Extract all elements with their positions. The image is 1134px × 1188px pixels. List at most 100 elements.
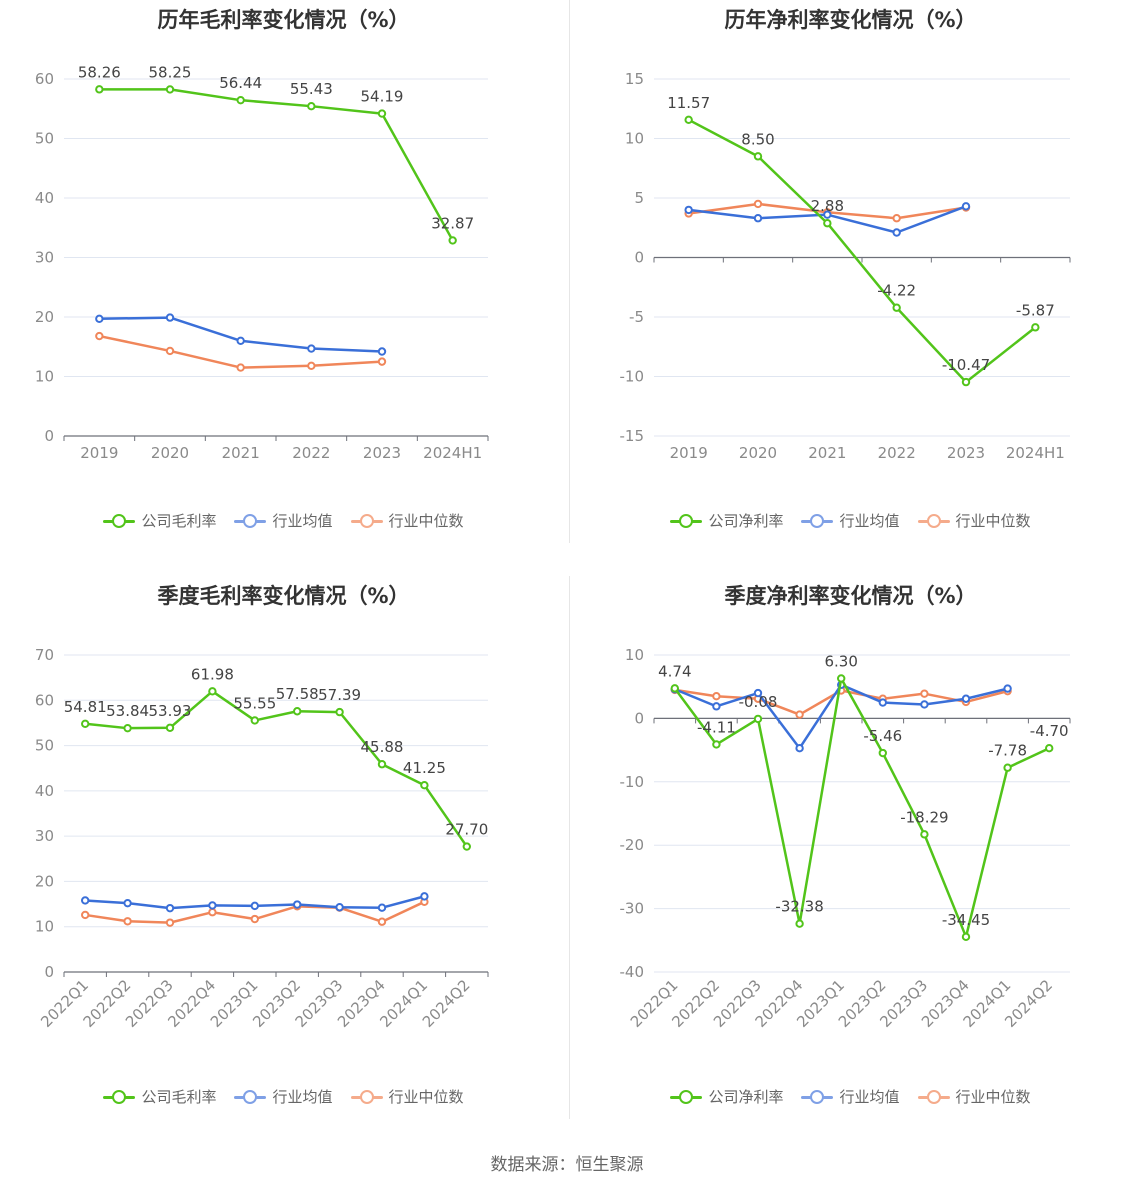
data-label: 57.39	[318, 686, 361, 704]
data-point-company	[293, 707, 302, 716]
x-tick-label: 2019	[80, 444, 118, 462]
chart-plot: 0 10 20 30 40 50 60 2019 2020 2021 2022 2023 2024H1 5…	[35, 63, 489, 462]
data-point-company	[684, 115, 693, 125]
legend-label: 公司毛利率	[141, 1088, 217, 1106]
data-point-industry-average	[961, 694, 971, 703]
legend-label: 公司净利率	[708, 1088, 784, 1106]
data-point-company	[1003, 763, 1012, 772]
data-label: 6.30	[824, 652, 857, 670]
legend-label: 行业均值	[272, 512, 333, 530]
legend-label: 公司毛利率	[141, 512, 217, 530]
legend-item-industry-average[interactable]: 行业均值	[234, 510, 333, 531]
y-tick-label: 0	[44, 427, 54, 445]
legend-item-industry-median[interactable]: 行业中位数	[350, 510, 464, 531]
data-point-company	[1031, 323, 1040, 332]
legend-marker-icon	[234, 1089, 267, 1104]
data-label: 27.70	[445, 821, 488, 839]
legend-item-company[interactable]: 公司毛利率	[103, 510, 216, 531]
data-point-industry-median	[208, 908, 217, 917]
data-point-industry-median	[795, 710, 804, 719]
legend-item-company[interactable]: 公司净利率	[670, 510, 783, 531]
y-tick-label: 20	[35, 872, 54, 890]
legend-item-company[interactable]: 公司毛利率	[103, 1086, 216, 1107]
chart-legend: 公司净利率 行业均值 行业中位数	[567, 510, 1134, 531]
data-label: 53.84	[106, 702, 149, 720]
series-line-company	[673, 677, 1050, 939]
x-tick-label: 2024H1	[1006, 444, 1065, 462]
x-tick-label: 2019	[670, 444, 708, 462]
data-point-company	[236, 95, 245, 105]
chart-legend: 公司毛利率 行业均值 行业中位数	[0, 1086, 567, 1107]
y-tick-label: 50	[35, 130, 54, 148]
chart-title: 季度净利率变化情况（%）	[724, 584, 977, 608]
data-label: -4.70	[1030, 722, 1069, 740]
data-point-industry-average	[878, 698, 887, 707]
y-tick-label: 20	[35, 308, 54, 326]
data-point-industry-average	[208, 901, 217, 910]
legend-item-company[interactable]: 公司净利率	[670, 1086, 783, 1107]
data-point-industry-average	[236, 336, 245, 345]
panel-divider	[569, 576, 570, 1119]
data-point-industry-median	[236, 363, 245, 372]
data-point-industry-average	[165, 903, 175, 913]
data-point-company	[377, 760, 387, 769]
legend-marker-icon	[917, 513, 950, 528]
data-point-industry-average	[377, 347, 387, 356]
data-point-industry-median	[753, 199, 763, 209]
data-point-company	[892, 303, 901, 312]
data-label: 45.88	[361, 738, 404, 756]
y-tick-label: 0	[634, 249, 644, 267]
x-tick-label: 2021	[222, 444, 260, 462]
y-tick-label: 60	[35, 691, 54, 709]
data-point-company	[1045, 743, 1054, 753]
data-point-company	[377, 109, 387, 118]
data-point-industry-average	[420, 892, 429, 901]
x-tick-label: 2020	[151, 444, 189, 462]
series-line-company	[688, 118, 1037, 384]
chart-panel-annual-gross-margin: 历年毛利率变化情况（%） 0 10 20 30 40 50 60 2019 2020 2021 20…	[0, 0, 567, 575]
legend-item-industry-average[interactable]: 行业均值	[801, 1086, 900, 1107]
legend-label: 行业均值	[839, 512, 900, 530]
panel-divider	[569, 0, 570, 543]
data-label: -0.08	[739, 693, 778, 711]
legend-item-industry-average[interactable]: 行业均值	[801, 510, 900, 531]
legend-label: 行业中位数	[388, 512, 464, 530]
data-point-company	[123, 723, 132, 733]
data-point-company	[712, 740, 721, 749]
data-point-company	[753, 714, 763, 724]
data-point-company	[837, 674, 846, 683]
y-tick-label: 10	[35, 918, 54, 936]
data-point-company	[920, 830, 929, 839]
y-tick-label: 5	[634, 189, 644, 207]
x-tick-label: 2023	[947, 444, 985, 462]
y-tick-label: 40	[35, 189, 54, 207]
data-label: 54.81	[64, 698, 107, 716]
data-label: -5.87	[1016, 301, 1055, 319]
data-label: -4.11	[697, 718, 736, 736]
data-point-industry-average	[920, 700, 929, 709]
data-label: -5.46	[863, 727, 902, 745]
data-point-company	[335, 707, 344, 717]
legend-marker-icon	[670, 1089, 703, 1104]
data-point-industry-median	[377, 917, 387, 926]
data-point-industry-median	[307, 361, 316, 370]
chart-panel-quarterly-net-margin: 季度净利率变化情况（%） -40 -30 -20 -10 0 10 2022Q1 2022Q2…	[567, 576, 1134, 1151]
data-point-company	[165, 85, 175, 94]
legend-item-industry-median[interactable]: 行业中位数	[350, 1086, 464, 1107]
legend-item-industry-median[interactable]: 行业中位数	[917, 1086, 1031, 1107]
data-label: 41.25	[403, 759, 446, 777]
chart-panel-annual-net-margin: 历年净利率变化情况（%） -15 -10 -5 0 5 10 15 2019 2020 2021 2…	[567, 0, 1134, 575]
data-point-industry-average	[335, 903, 344, 912]
y-tick-label: -20	[620, 836, 645, 854]
legend-item-industry-average[interactable]: 行业均值	[234, 1086, 333, 1107]
y-tick-label: -10	[620, 368, 645, 386]
legend-item-industry-median[interactable]: 行业中位数	[917, 510, 1031, 531]
x-tick-label: 2021	[808, 444, 846, 462]
legend-marker-icon	[350, 1089, 383, 1104]
y-tick-label: 40	[35, 782, 54, 800]
data-point-industry-median	[165, 918, 175, 927]
legend-label: 行业中位数	[955, 512, 1031, 530]
chart-title: 季度毛利率变化情况（%）	[157, 584, 410, 608]
y-tick-label: 10	[625, 646, 644, 664]
data-point-company	[208, 687, 217, 696]
